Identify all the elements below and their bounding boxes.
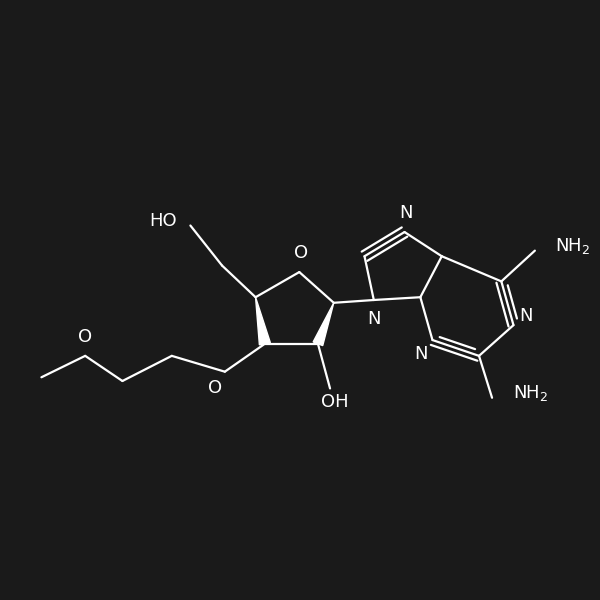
Text: N: N bbox=[415, 345, 428, 363]
Text: N: N bbox=[400, 205, 413, 223]
Text: OH: OH bbox=[321, 394, 349, 412]
Text: N: N bbox=[520, 307, 533, 325]
Polygon shape bbox=[313, 303, 334, 346]
Text: N: N bbox=[367, 310, 380, 328]
Text: O: O bbox=[208, 379, 223, 397]
Text: O: O bbox=[294, 244, 308, 262]
Polygon shape bbox=[256, 297, 271, 345]
Text: NH$_2$: NH$_2$ bbox=[512, 383, 548, 403]
Text: NH$_2$: NH$_2$ bbox=[556, 236, 590, 256]
Text: HO: HO bbox=[149, 212, 176, 230]
Text: O: O bbox=[78, 328, 92, 346]
